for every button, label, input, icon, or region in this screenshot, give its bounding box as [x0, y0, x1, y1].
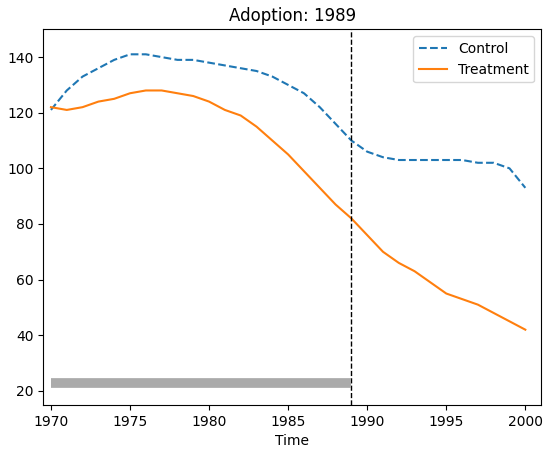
Control: [475, 160, 481, 166]
Control: [95, 66, 102, 71]
Treatment: [522, 327, 529, 333]
Treatment: [475, 302, 481, 308]
Treatment: [95, 99, 102, 104]
Control: [63, 88, 70, 93]
Control: [316, 105, 323, 110]
Treatment: [427, 280, 434, 285]
Control: [396, 157, 402, 163]
Control: [427, 157, 434, 163]
Control: [364, 149, 370, 154]
Control: [506, 166, 513, 171]
Treatment: [380, 249, 386, 254]
Treatment: [237, 113, 244, 118]
Treatment: [127, 91, 134, 96]
Control: [332, 121, 339, 126]
Control: [237, 66, 244, 71]
Control: [111, 57, 118, 63]
Treatment: [206, 99, 213, 104]
Treatment: [301, 168, 307, 174]
Treatment: [253, 124, 260, 129]
Treatment: [111, 96, 118, 101]
Treatment: [506, 318, 513, 324]
X-axis label: Time: Time: [275, 434, 309, 448]
Control: [411, 157, 418, 163]
Control: [348, 138, 355, 143]
Treatment: [174, 91, 181, 96]
Control: [490, 160, 497, 166]
Control: [142, 51, 149, 57]
Treatment: [190, 93, 197, 99]
Control: [158, 54, 165, 60]
Treatment: [364, 233, 370, 238]
Treatment: [285, 152, 291, 157]
Control: [443, 157, 449, 163]
Treatment: [332, 202, 339, 207]
Treatment: [63, 107, 70, 113]
Treatment: [158, 88, 165, 93]
Control: [301, 91, 307, 96]
Line: Control: Control: [51, 54, 526, 188]
Treatment: [269, 138, 275, 143]
Treatment: [411, 268, 418, 274]
Control: [285, 82, 291, 88]
Control: [221, 63, 228, 68]
Control: [253, 68, 260, 74]
Treatment: [47, 105, 54, 110]
Treatment: [459, 296, 465, 302]
Control: [269, 74, 275, 79]
Line: Treatment: Treatment: [51, 91, 526, 330]
Control: [522, 185, 529, 191]
Treatment: [316, 185, 323, 191]
Control: [380, 155, 386, 160]
Treatment: [142, 88, 149, 93]
Control: [459, 157, 465, 163]
Treatment: [490, 310, 497, 316]
Treatment: [443, 291, 449, 296]
Legend: Control, Treatment: Control, Treatment: [413, 36, 534, 82]
Control: [127, 51, 134, 57]
Treatment: [396, 260, 402, 266]
Control: [174, 57, 181, 63]
Control: [47, 107, 54, 113]
Treatment: [79, 105, 86, 110]
Control: [206, 60, 213, 66]
Title: Adoption: 1989: Adoption: 1989: [229, 7, 355, 25]
Treatment: [221, 107, 228, 113]
Control: [79, 74, 86, 79]
Treatment: [348, 216, 355, 221]
Control: [190, 57, 197, 63]
